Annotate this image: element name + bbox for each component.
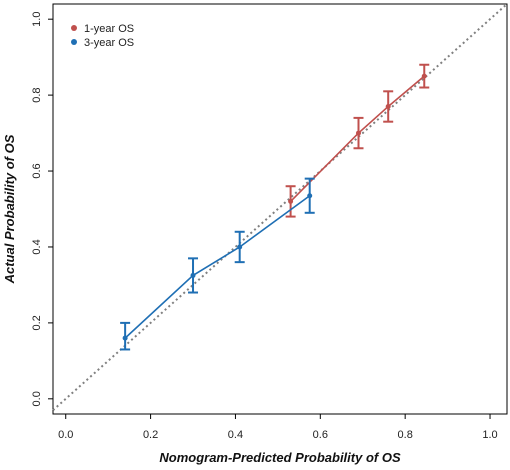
legend-marker-3-year-os xyxy=(71,39,77,45)
y-tick-label: 1.0 xyxy=(31,12,43,27)
legend-label-3-year-os: 3-year OS xyxy=(84,37,134,49)
data-point-3-year-os xyxy=(307,193,313,199)
legend-label-1-year-os: 1-year OS xyxy=(84,23,134,35)
reference-line xyxy=(52,3,508,411)
legend-marker-1-year-os xyxy=(71,25,77,31)
x-tick-label: 0.8 xyxy=(398,429,413,441)
y-tick-label: 0.4 xyxy=(31,239,43,254)
y-tick-label: 0.2 xyxy=(31,315,43,330)
x-tick-label: 1.0 xyxy=(482,429,497,441)
x-tick-label: 0.4 xyxy=(228,429,243,441)
data-point-3-year-os xyxy=(190,272,196,278)
legend: 1-year OS 3-year OS xyxy=(71,23,134,49)
x-tick-label: 0.2 xyxy=(143,429,158,441)
data-point-3-year-os xyxy=(122,335,128,341)
series-line-3-year-os xyxy=(124,195,311,339)
series-layer xyxy=(120,63,430,351)
plot-frame xyxy=(52,3,508,415)
x-tick-label: 0.0 xyxy=(58,429,73,441)
x-axis: 0.0 0.2 0.4 0.6 0.8 1.0 xyxy=(58,414,498,441)
x-axis-title: Nomogram-Predicted Probability of OS xyxy=(159,450,401,465)
series-line-1-year-os xyxy=(290,75,425,202)
data-point-1-year-os xyxy=(385,104,391,109)
y-axis: 0.0 0.2 0.4 0.6 0.8 1.0 xyxy=(31,12,53,406)
y-axis-title: Actual Probability of OS xyxy=(2,134,17,284)
y-tick-label: 0.8 xyxy=(31,87,43,102)
y-tick-label: 0.0 xyxy=(31,391,43,406)
data-point-1-year-os xyxy=(288,198,294,204)
data-point-3-year-os xyxy=(237,244,243,250)
y-tick-label: 0.6 xyxy=(31,163,43,178)
data-point-1-year-os xyxy=(355,130,361,136)
data-point-1-year-os xyxy=(421,73,427,79)
x-tick-label: 0.6 xyxy=(313,429,328,441)
